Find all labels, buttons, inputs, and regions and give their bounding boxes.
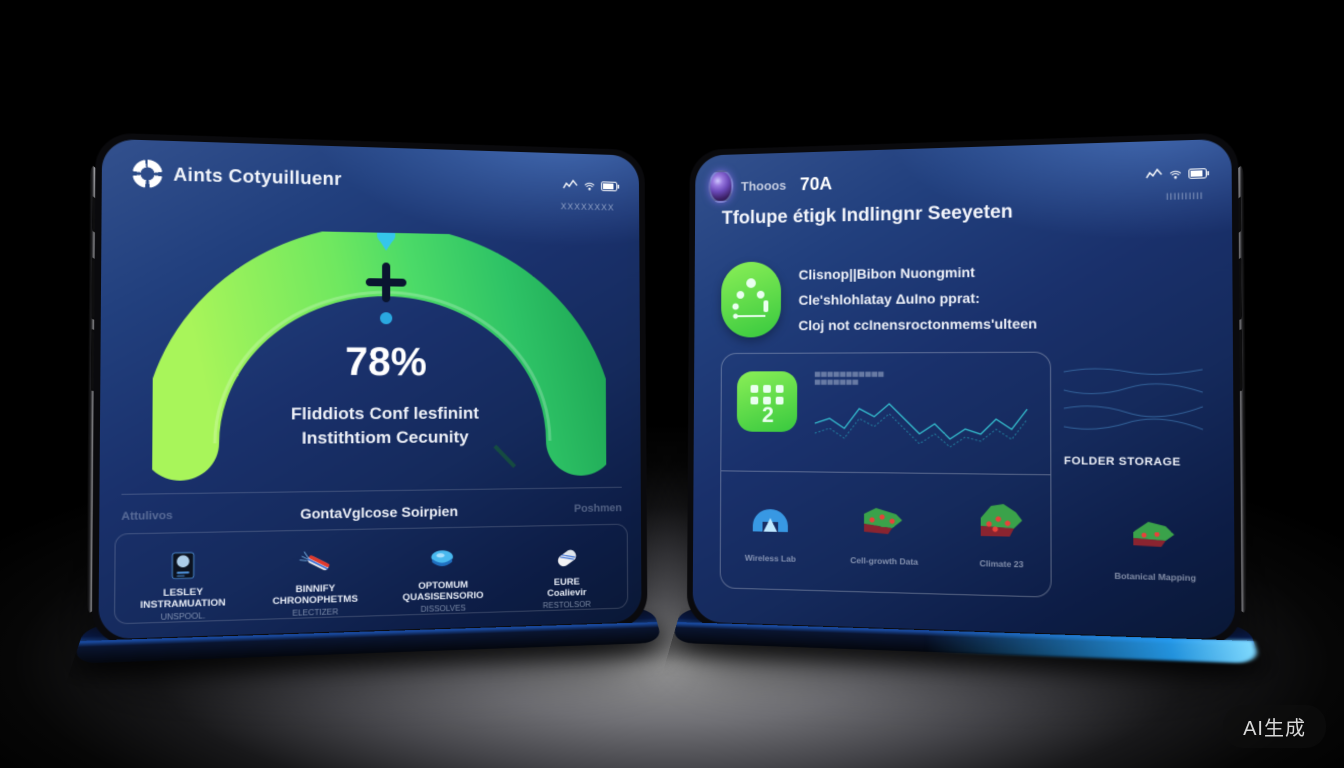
svg-text:2: 2	[762, 402, 774, 427]
